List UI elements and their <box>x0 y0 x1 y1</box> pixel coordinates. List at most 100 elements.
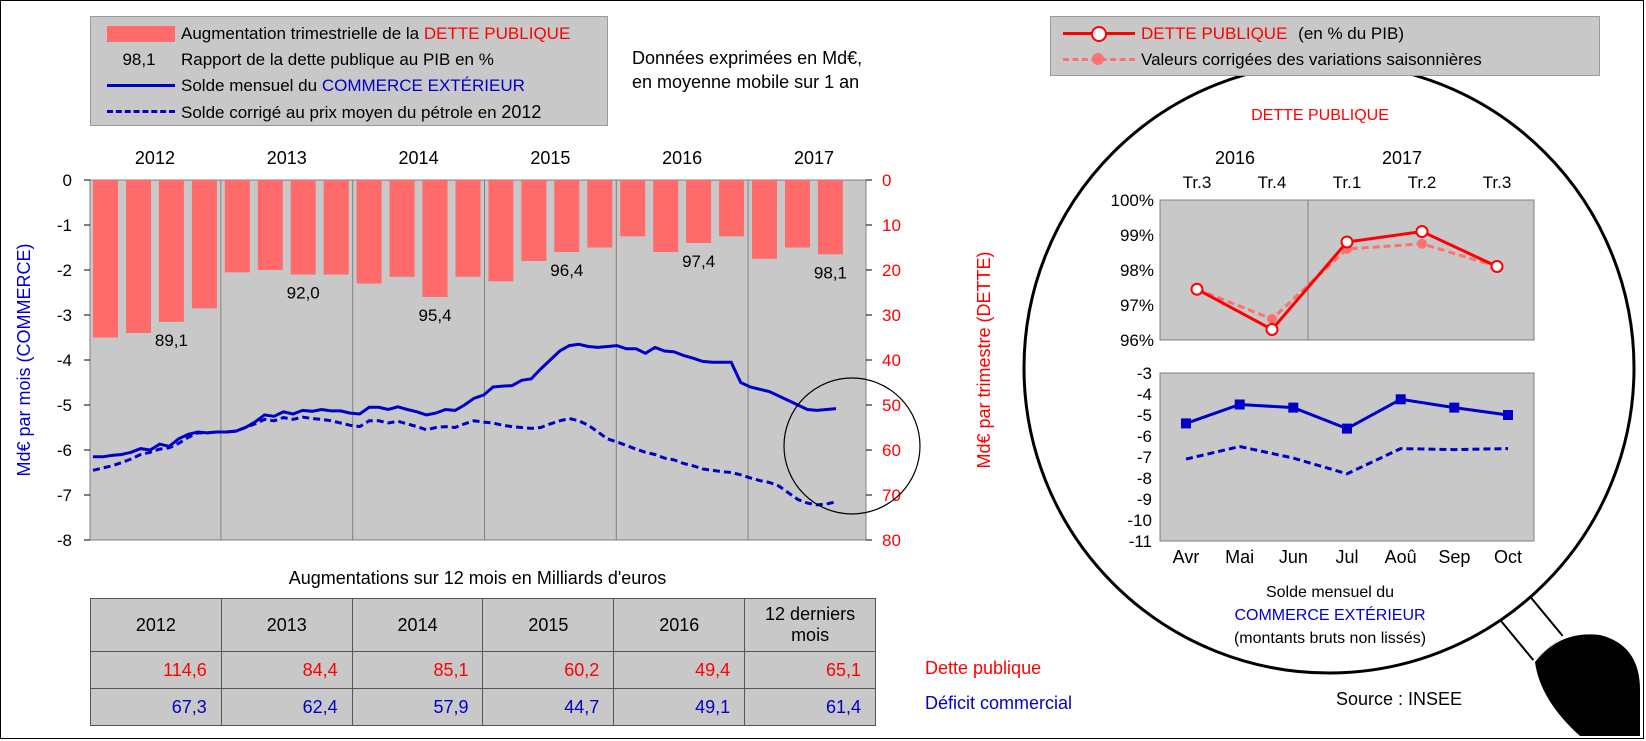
lens-caption-line-1: Solde mensuel du <box>1265 584 1395 601</box>
commerce-solde-line <box>93 342 837 459</box>
table-header-cell: 2014 <box>351 598 484 652</box>
ratio-label: 95,4 <box>418 306 451 325</box>
legend-swatch-debt-bar <box>103 22 175 46</box>
lens-debt-plot-area <box>1159 199 1535 341</box>
year-labels: 2012 2013 2014 2015 2016 2017 <box>135 148 834 168</box>
table-cell: 49,1 <box>613 688 746 726</box>
debt-bar <box>455 180 481 277</box>
debt-bar <box>191 180 217 309</box>
lens-title: DETTE PUBLIQUE <box>1251 107 1389 124</box>
lens-commerce-point <box>1503 410 1513 420</box>
main-year-separators <box>220 180 749 540</box>
y-right-tick-label: 0 <box>882 171 891 190</box>
debt-bar <box>752 180 777 259</box>
debt-bar <box>719 180 745 237</box>
legend-commerce-text: Solde mensuel du <box>181 76 318 95</box>
lens-commerce-y-tick-label: -8 <box>1137 469 1152 488</box>
legend-corrected-text: Solde corrigé au prix moyen du pétrole e… <box>181 103 497 122</box>
ratio-label: 97,4 <box>682 252 715 271</box>
y-left-tick-label: -4 <box>57 351 72 370</box>
y-right-tick-label: 60 <box>882 441 901 460</box>
lens-commerce-point <box>1234 399 1245 410</box>
lens-debt-point <box>1340 235 1354 249</box>
debt-bar <box>488 180 514 282</box>
y-left-tick-label: -7 <box>57 486 72 505</box>
legend-item-corrected: Solde corrigé au prix moyen du pétrole e… <box>91 100 609 124</box>
commerce-lines <box>92 342 837 507</box>
lens-commerce-caption: Solde mensuel du COMMERCE EXTÉRIEUR (mon… <box>1130 581 1530 650</box>
debt-bar <box>554 180 580 252</box>
lens-commerce-plot-area <box>1159 372 1535 542</box>
table-header-cell: 2012 <box>90 598 222 652</box>
lens-commerce-point <box>1449 402 1460 413</box>
main-axes: 0 -1 -2 -3 -4 -5 -6 -7 -8 0 10 20 30 40 50 60 70 80 <box>57 171 901 550</box>
debt-bar <box>158 180 184 322</box>
lens-y-tick-label: 99% <box>1120 226 1154 245</box>
lens-year-label: 2017 <box>1382 148 1422 168</box>
note-line-1: Données exprimées en Md€, <box>632 48 863 68</box>
debt-bar <box>323 180 349 275</box>
debt-legend: DETTE PUBLIQUE (en % du PIB) Valeurs cor… <box>1050 16 1600 76</box>
table-title: Augmentations sur 12 mois en Milliards d… <box>288 568 667 588</box>
lens-y-tick-label: 100% <box>1111 191 1154 210</box>
debt-bar <box>224 180 250 273</box>
table-cell: 60,2 <box>482 651 615 689</box>
note-line-2: en moyenne mobile sur 1 an <box>632 72 860 92</box>
year-label: 2016 <box>662 148 702 168</box>
table-row-dette: 114,6 84,4 85,1 60,2 49,4 65,1 <box>90 651 876 689</box>
ratio-label: 98,1 <box>814 263 847 282</box>
lens-y-tick-label: 98% <box>1120 261 1154 280</box>
lens-commerce-y-tick-label: -5 <box>1137 406 1152 425</box>
ratio-labels: 89,1 92,0 95,4 96,4 97,4 98,1 <box>155 252 847 350</box>
lens-month-label: Jul <box>1335 547 1358 567</box>
table-header-row: 2012 2013 2014 2015 2016 12 derniers moi… <box>90 598 876 652</box>
legend-swatch-cvs-line <box>1063 48 1135 72</box>
legend-corrected-year: 2012 <box>501 102 542 122</box>
legend-debt-bars-highlight: DETTE PUBLIQUE <box>423 24 571 43</box>
lens-quarter-label: Tr.2 <box>1408 173 1437 192</box>
legend-item-ratio: 98,1 Rapport de la dette publique au PIB… <box>91 48 609 72</box>
legend-cvs-text: Valeurs corrigées des variations saisonn… <box>1141 50 1482 69</box>
y-right-tick-label: 50 <box>882 396 901 415</box>
legend-item-debt-ratio: DETTE PUBLIQUE (en % du PIB) <box>1051 22 1601 46</box>
debt-bar <box>785 180 810 248</box>
legend-debt-highlight: DETTE PUBLIQUE <box>1141 24 1288 43</box>
table-cell: 84,4 <box>220 651 353 689</box>
legend-swatch-debt-line <box>1063 22 1135 46</box>
lens-debt-cvs-point <box>1267 314 1277 324</box>
y-right-tick-label: 40 <box>882 351 901 370</box>
y-right-tick-label: 70 <box>882 486 901 505</box>
table-cell: 61,4 <box>744 688 876 726</box>
lens-quarter-label: Tr.1 <box>1333 173 1362 192</box>
table-header-cell: 2016 <box>613 598 746 652</box>
table-header-cell: 2013 <box>220 598 353 652</box>
year-label: 2012 <box>135 148 175 168</box>
y-left-tick-label: 0 <box>63 171 72 190</box>
main-legend: Augmentation trimestrielle de la DETTE P… <box>90 16 608 126</box>
debt-bar <box>587 180 613 248</box>
y-left-tick-label: -1 <box>57 216 72 235</box>
lens-debt-point <box>1490 260 1504 273</box>
lens-commerce-point <box>1181 418 1191 429</box>
table-header-cell: 12 derniers mois <box>744 598 876 652</box>
lens-quarter-label: Tr.4 <box>1258 173 1287 192</box>
debt-bars <box>93 180 843 338</box>
ratio-label: 92,0 <box>287 284 320 303</box>
legend-item-commerce: Solde mensuel du COMMERCE EXTÉRIEUR <box>91 74 609 98</box>
lens-debt-point <box>1265 323 1279 336</box>
year-label: 2015 <box>530 148 570 168</box>
lens-y-tick-label: 97% <box>1120 296 1154 315</box>
y-left-tick-label: -5 <box>57 396 72 415</box>
lens-debt-point <box>1190 282 1204 296</box>
lens-caption-line-2: COMMERCE EXTÉRIEUR <box>1234 607 1426 624</box>
lens-commerce-y-tick-label: -10 <box>1127 511 1152 530</box>
y-left-tick-label: -6 <box>57 441 72 460</box>
table-cell: 44,7 <box>482 688 615 726</box>
lens-quarter-label: Tr.3 <box>1183 173 1212 192</box>
y-left-tick-label: -3 <box>57 306 72 325</box>
lens-commerce-chart: -3 -4 -5 -6 -7 -8 -9 -10 -11 Avr Mai Jun Jul Aoû Sep Oc… <box>1127 364 1522 567</box>
table-header-cell: 2015 <box>482 598 615 652</box>
lens-caption-line-3: (montants bruts non lissés) <box>1233 630 1427 647</box>
y-left-tick-label: -2 <box>57 261 72 280</box>
year-label: 2017 <box>794 148 834 168</box>
